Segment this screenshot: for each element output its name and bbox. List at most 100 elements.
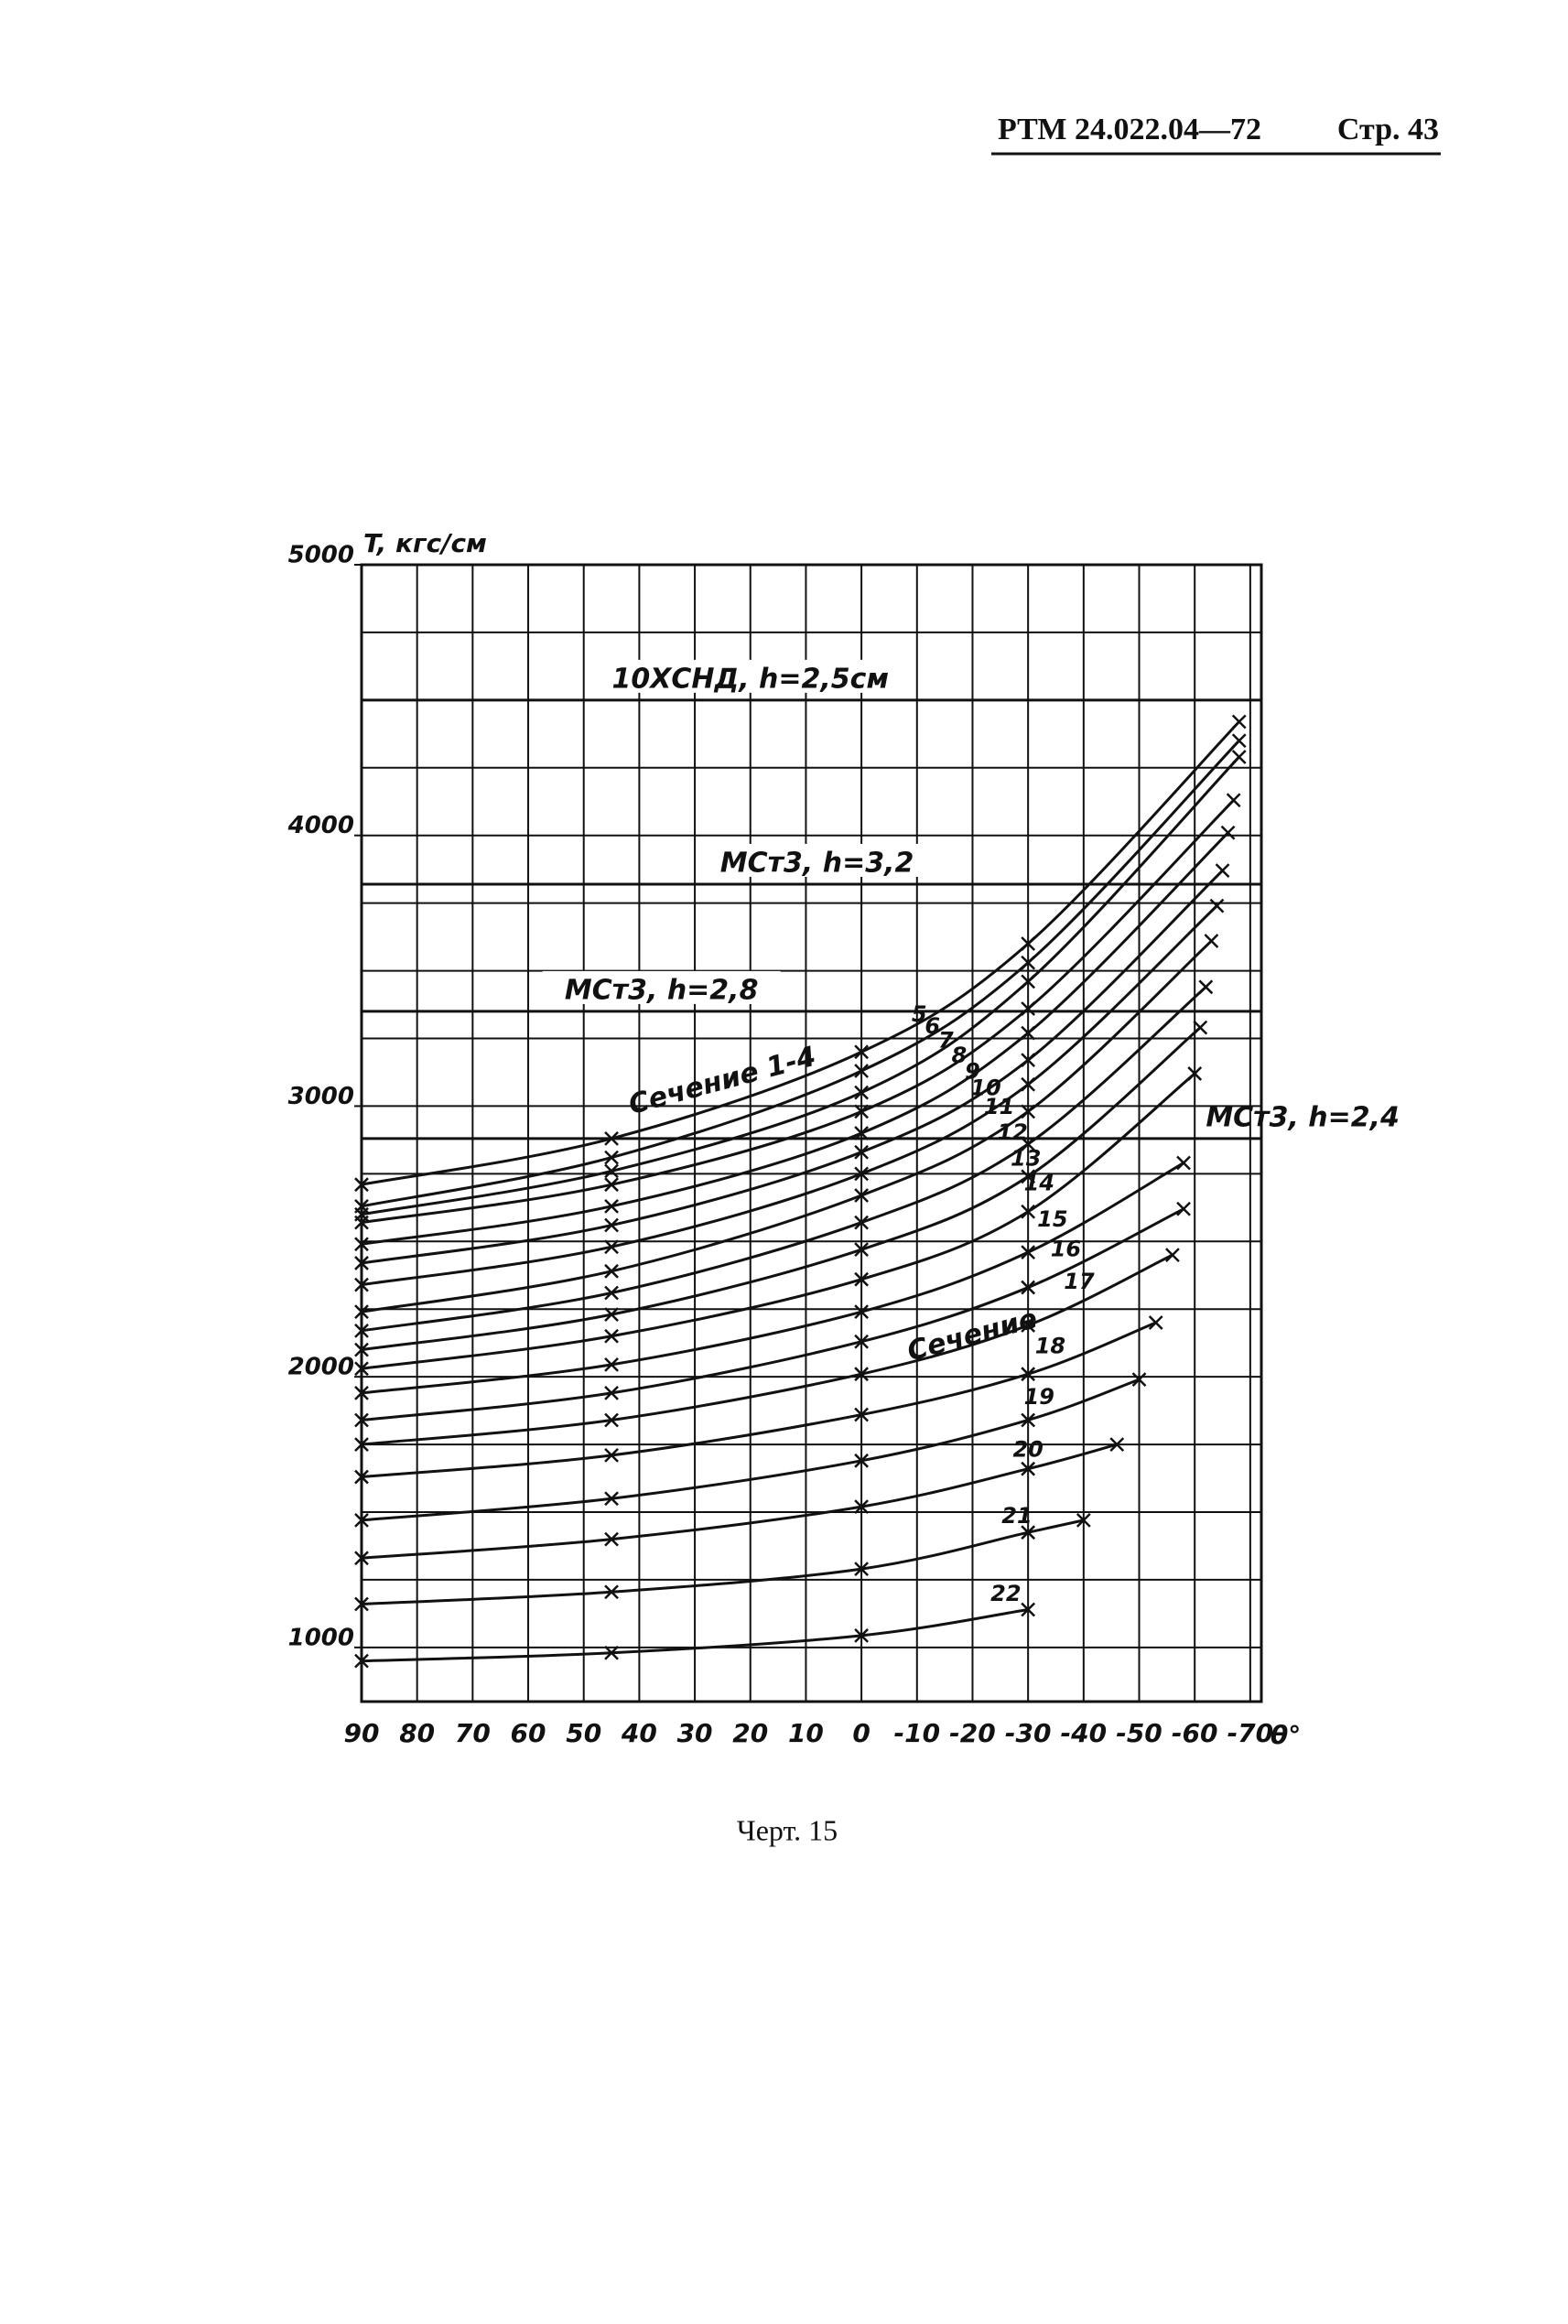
cross-marker [1148, 1315, 1163, 1330]
cross-marker [1021, 1461, 1036, 1476]
cross-marker [604, 1150, 619, 1165]
y-axis-label: T, кгс/см [363, 528, 487, 558]
curve [361, 1607, 1029, 1663]
cross-marker [854, 1367, 869, 1382]
cross-marker [1187, 1066, 1203, 1081]
cross-marker [604, 1386, 619, 1400]
curve [361, 1207, 1184, 1421]
cross-marker [604, 1491, 619, 1507]
cross-marker [1021, 1412, 1036, 1428]
cross-marker [604, 1131, 619, 1146]
plot-frame [360, 563, 1263, 1703]
cross-marker [604, 1412, 619, 1428]
x-tick-label: -50 [1116, 1718, 1162, 1748]
label-background [631, 659, 870, 693]
cross-marker [1209, 898, 1225, 913]
cross-marker [604, 1448, 619, 1463]
series-label: 17 [1064, 1269, 1095, 1294]
cross-marker [354, 1215, 369, 1230]
cross-marker [854, 1215, 869, 1230]
cross-marker [1215, 863, 1230, 879]
cross-marker [1076, 1512, 1091, 1528]
curve [361, 720, 1240, 1186]
cross-marker [1204, 934, 1219, 948]
series-label: 14 [1024, 1171, 1054, 1196]
label-background [542, 970, 781, 1004]
x-tick-label: 40 [621, 1718, 657, 1748]
x-tick-label: -40 [1061, 1718, 1108, 1748]
cross-marker [604, 1198, 619, 1214]
cross-marker [604, 1263, 619, 1279]
series-label: 20 [1012, 1437, 1043, 1463]
cross-marker [854, 1126, 869, 1140]
x-tick-label: -10 [893, 1718, 940, 1748]
cross-marker [604, 1177, 619, 1193]
cross-marker [1021, 1602, 1036, 1617]
curve [361, 1321, 1157, 1479]
cross-marker [1021, 1367, 1036, 1382]
cross-marker [1226, 793, 1241, 808]
cross-marker [1021, 974, 1036, 989]
caption: Черт. 15 [737, 1813, 838, 1846]
reference-label: 10ХСНД, h=2,5см [611, 663, 889, 695]
curve [361, 755, 1240, 1216]
y-tick-label: 5000 [288, 542, 354, 569]
y-tick-label: 3000 [288, 1083, 354, 1110]
cross-marker [604, 1645, 619, 1660]
series-label: 8 [952, 1043, 968, 1068]
cross-marker [854, 1085, 869, 1100]
cross-marker [604, 1531, 619, 1547]
cross-marker [1021, 1025, 1036, 1041]
cross-marker [354, 1277, 369, 1292]
cross-marker [854, 1407, 869, 1422]
x-axis-label: θ° [1271, 1720, 1301, 1750]
series-label: 15 [1037, 1206, 1067, 1232]
reference-label: МСт3, h=2,8 [565, 974, 759, 1006]
x-tick-label: -20 [949, 1718, 996, 1748]
cross-marker [1231, 714, 1247, 730]
cross-marker [854, 1166, 869, 1182]
cross-marker [354, 1437, 369, 1452]
y-tick-label: 1000 [288, 1624, 354, 1651]
cross-marker [354, 1237, 369, 1252]
cross-marker [854, 1334, 869, 1349]
series-label: 21 [1001, 1503, 1032, 1529]
x-tick-label: 70 [455, 1718, 491, 1748]
cross-marker [1021, 1525, 1036, 1540]
y-tick-label: 2000 [288, 1354, 354, 1381]
cross-marker [1131, 1372, 1147, 1387]
series-label: 13 [1011, 1145, 1041, 1171]
x-tick-label: 20 [732, 1718, 768, 1748]
cross-marker [354, 1386, 369, 1400]
cross-marker [1220, 825, 1236, 840]
cross-marker [854, 1271, 869, 1287]
cross-marker [1021, 1076, 1036, 1092]
curve [361, 1026, 1202, 1352]
x-tick-label: 0 [852, 1718, 870, 1748]
x-tick-label: 80 [399, 1718, 435, 1748]
cross-marker [354, 1412, 369, 1428]
cross-marker [604, 1239, 619, 1255]
cross-marker [1231, 750, 1247, 764]
cross-marker [854, 1453, 869, 1468]
cross-marker [604, 1285, 619, 1301]
cross-marker [354, 1469, 369, 1485]
series-label: 10 [970, 1075, 1000, 1100]
page-number: Стр. 43 [1337, 113, 1439, 146]
cross-marker [854, 1304, 869, 1320]
cross-marker [354, 1256, 369, 1270]
cross-marker [854, 1064, 869, 1078]
cross-marker [1021, 1001, 1036, 1016]
series-label: 11 [984, 1094, 1014, 1119]
cross-marker [854, 1499, 869, 1514]
cross-marker [1021, 936, 1036, 951]
series-label: 5 [912, 1001, 927, 1027]
cross-marker [854, 1562, 869, 1576]
cross-marker [854, 1242, 869, 1258]
cross-marker [604, 1217, 619, 1233]
curve [361, 1519, 1085, 1606]
series-label: 12 [997, 1119, 1027, 1145]
cross-marker [854, 1188, 869, 1203]
